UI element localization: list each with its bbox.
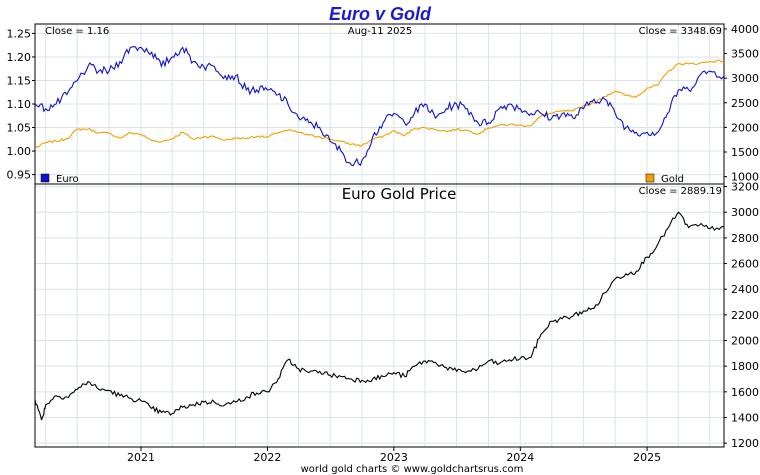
upper-right-tick-label: 4000 <box>731 23 759 36</box>
legend-euro-swatch <box>40 173 50 183</box>
lower-series <box>34 211 725 421</box>
upper-left-tick-label: 0.95 <box>7 169 32 182</box>
legend-euro-label: Euro <box>56 174 79 185</box>
euro-series-line <box>34 46 725 167</box>
upper-left-tick-label: 1.05 <box>7 122 32 135</box>
upper-right-tick-label: 1500 <box>731 146 759 159</box>
lower-right-tick-label: 1400 <box>731 411 759 424</box>
euro-gold-price-line <box>34 211 725 421</box>
lower-right-tick-label: 1800 <box>731 360 759 373</box>
lower-grid <box>35 184 724 447</box>
upper-left-tick-label: 1.00 <box>7 145 32 158</box>
upper-right-tick-label: 3500 <box>731 48 759 61</box>
lower-panel-frame <box>34 183 725 448</box>
upper-right-tick-label: 3000 <box>731 72 759 85</box>
lower-chart-title: Euro Gold Price <box>342 185 457 203</box>
lower-right-tick-label: 2000 <box>731 335 759 348</box>
lower-right-tick-label: 2600 <box>731 258 759 271</box>
upper-left-axis: 0.95 1.00 1.05 1.10 1.15 1.20 1.25 <box>7 27 35 182</box>
upper-left-tick-label: 1.15 <box>7 74 32 87</box>
lower-right-tick-label: 1200 <box>731 437 759 450</box>
x-axis: 2021 2022 2023 2024 2025 <box>127 447 661 464</box>
upper-left-tick-label: 1.10 <box>7 98 32 111</box>
upper-left-tick-label: 1.25 <box>7 27 32 40</box>
upper-series <box>34 46 725 167</box>
x-tick-label: 2024 <box>506 451 534 464</box>
lower-right-tick-label: 3200 <box>731 181 759 194</box>
upper-right-tick-label: 2000 <box>731 121 759 134</box>
x-tick-label: 2021 <box>127 451 155 464</box>
gold-series-line <box>34 59 725 149</box>
footer-credit: world gold charts © www.goldchartsrus.co… <box>301 464 524 475</box>
x-tick-label: 2022 <box>253 451 281 464</box>
legend-gold-label: Gold <box>661 174 684 185</box>
lower-right-tick-label: 2200 <box>731 309 759 322</box>
x-tick-label: 2025 <box>633 451 661 464</box>
upper-left-tick-label: 1.20 <box>7 51 32 64</box>
lower-close-label: Close = 2889.19 <box>639 186 722 197</box>
lower-right-axis: 1200 1400 1600 1800 2000 2200 2400 2600 2800 3000… <box>724 181 759 450</box>
upper-right-axis: 1000 1500 2000 2500 3000 3500 4000 <box>724 23 759 184</box>
lower-right-tick-label: 1600 <box>731 386 759 399</box>
upper-right-tick-label: 1000 <box>731 171 759 184</box>
upper-right-tick-label: 2500 <box>731 97 759 110</box>
lower-right-tick-label: 2800 <box>731 232 759 245</box>
x-tick-label: 2023 <box>380 451 408 464</box>
chart-title: Euro v Gold <box>329 4 432 24</box>
lower-right-tick-label: 3000 <box>731 206 759 219</box>
date-label: Aug-11 2025 <box>348 26 413 37</box>
close-euro-label: Close = 1.16 <box>45 26 109 37</box>
legend-gold-swatch <box>645 173 655 183</box>
close-gold-label: Close = 3348.69 <box>639 26 722 37</box>
lower-right-tick-label: 2400 <box>731 283 759 296</box>
